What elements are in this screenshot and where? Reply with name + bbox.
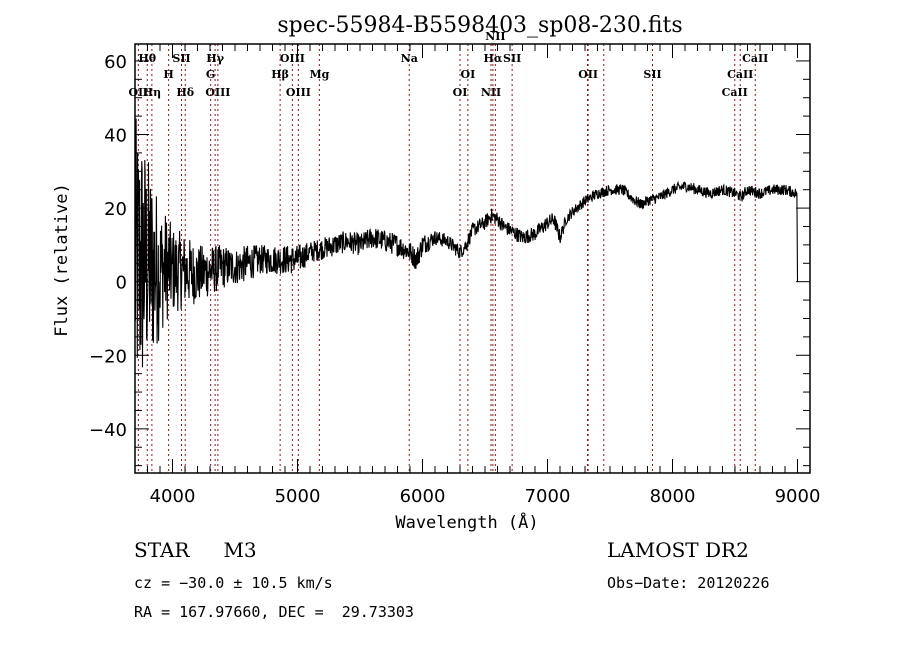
y-axis-ticks: −40 −20 0 20 40 60 [89, 52, 810, 467]
line-marker-label: NII [481, 86, 501, 99]
line-marker-label: CaII [722, 86, 748, 99]
y-tick-label: 20 [104, 199, 127, 220]
line-marker-label: CaII [727, 68, 753, 81]
redshift-text: cz = −30.0 ± 10.5 km/s [134, 574, 333, 592]
y-tick-label: 0 [116, 273, 127, 294]
x-tick-label: 6000 [400, 486, 446, 507]
line-marker-label: OIII [205, 86, 230, 99]
x-tick-label: 4000 [150, 486, 196, 507]
spectrum-series [134, 118, 799, 368]
chart-title: spec-55984-B5598403_sp08-230.fits [277, 13, 682, 38]
line-marker-label: Hη [143, 86, 161, 99]
line-marker-label: OI [453, 86, 468, 99]
line-marker-label: H [163, 68, 173, 81]
line-marker-label: OIII [286, 86, 311, 99]
line-marker-label: OII [128, 86, 148, 99]
x-axis-title: Wavelength (Å) [395, 511, 538, 533]
line-marker-labels: OII Hθ HηH SII Hδ Hγ G OIII Hβ OIII OIII Mg Na OI OI NI… [128, 30, 768, 99]
line-marker-label: Hβ [271, 68, 289, 81]
line-marker-label: Hθ [138, 52, 156, 65]
line-marker-label: G [206, 68, 215, 81]
y-tick-label: −20 [89, 346, 127, 367]
line-marker-label: NII [485, 30, 505, 43]
line-marker-label: Hδ [176, 86, 194, 99]
line-marker-label: SII [503, 52, 521, 65]
y-axis-title: Flux (relative) [52, 183, 72, 337]
y-tick-label: −40 [89, 420, 127, 441]
line-marker-label: CaII [742, 52, 768, 65]
x-tick-label: 8000 [650, 486, 696, 507]
line-marker-label: OI [461, 68, 476, 81]
y-tick-label: 60 [104, 52, 127, 73]
object-subclass: M3 [223, 538, 257, 562]
line-markers [137, 44, 756, 473]
line-marker-label: Hα [483, 52, 502, 65]
x-tick-label: 5000 [275, 486, 321, 507]
object-class: STAR M3 [134, 538, 257, 562]
obs-date: Obs−Date: 20120226 [607, 574, 770, 592]
line-marker-label: SII [643, 68, 661, 81]
survey-name: LAMOST DR2 [607, 538, 749, 562]
line-marker-label: Mg [309, 68, 329, 81]
x-axis-ticks: 4000 5000 6000 7000 8000 9000 [147, 44, 821, 507]
object-class-text: STAR [134, 538, 190, 562]
line-marker-label: Na [401, 52, 418, 65]
line-marker-label: Hγ [206, 52, 224, 65]
y-tick-label: 40 [104, 126, 127, 147]
line-marker-label: OIII [280, 52, 305, 65]
x-tick-label: 9000 [775, 486, 821, 507]
spectrum-line [134, 118, 799, 368]
line-marker-label: SII [172, 52, 190, 65]
coordinates-text: RA = 167.97660, DEC = 29.73303 [134, 603, 414, 621]
line-marker-label: OII [578, 68, 598, 81]
x-tick-label: 7000 [525, 486, 571, 507]
